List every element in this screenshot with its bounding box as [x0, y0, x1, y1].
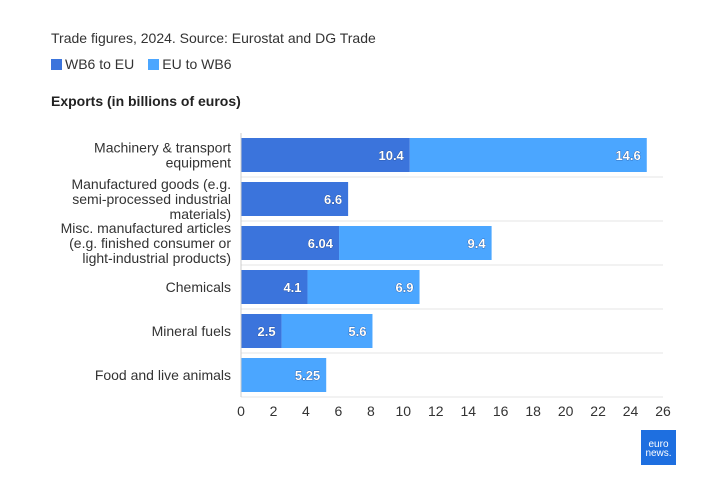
x-tick-label: 6: [334, 403, 342, 419]
data-label: 5.25: [295, 368, 320, 383]
bar-wb6-to-eu: [241, 226, 340, 260]
bar-eu-to-wb6: [281, 314, 373, 348]
data-label: 6.9: [395, 280, 413, 295]
chart-subtitle: Trade figures, 2024. Source: Eurostat an…: [51, 30, 376, 46]
category-label: semi-processed industrial: [72, 191, 231, 207]
x-tick-label: 10: [396, 403, 412, 419]
legend-label: WB6 to EU: [65, 56, 135, 72]
data-label: 2.5: [257, 324, 275, 339]
x-tick-label: 26: [655, 403, 671, 419]
x-tick-label: 12: [428, 403, 444, 419]
bar-wb6-to-eu: [241, 314, 282, 348]
category-label: Food and live animals: [95, 367, 231, 383]
data-label: 10.4: [378, 148, 404, 163]
x-tick-label: 16: [493, 403, 509, 419]
x-tick-label: 8: [367, 403, 375, 419]
legend-item-eu-to-wb6[interactable]: EU to WB6: [148, 56, 232, 72]
x-tick-label: 18: [525, 403, 541, 419]
bar-wb6-to-eu: [241, 182, 349, 216]
legend-item-wb6-to-eu[interactable]: WB6 to EU: [51, 56, 134, 72]
euronews-logo: euro news.: [641, 430, 676, 465]
x-tick-label: 4: [302, 403, 310, 419]
x-tick-label: 24: [623, 403, 639, 419]
x-tick-label: 2: [270, 403, 278, 419]
category-label: Manufactured goods (e.g.: [71, 176, 231, 192]
category-label: Machinery & transport: [94, 140, 231, 156]
category-label: Chemicals: [166, 279, 231, 295]
legend-label: EU to WB6: [162, 56, 232, 72]
legend: WB6 to EU EU to WB6: [51, 56, 232, 72]
category-label: Misc. manufactured articles: [61, 220, 231, 236]
chart-title: Exports (in billions of euros): [51, 93, 241, 109]
data-label: 14.6: [615, 148, 640, 163]
bar-eu-to-wb6: [241, 358, 327, 392]
bar-eu-to-wb6: [339, 226, 492, 260]
data-label: 5.6: [348, 324, 366, 339]
category-label: (e.g. finished consumer or: [69, 235, 231, 251]
category-label: materials): [170, 206, 231, 222]
x-tick-label: 14: [460, 403, 476, 419]
category-label: Mineral fuels: [152, 323, 231, 339]
category-label: light-industrial products): [82, 250, 231, 266]
legend-swatch: [148, 58, 160, 70]
bar-eu-to-wb6: [409, 138, 647, 172]
legend-swatch: [51, 58, 62, 70]
x-tick-label: 22: [590, 403, 606, 419]
data-label: 6.6: [324, 192, 342, 207]
bar-wb6-to-eu: [241, 270, 308, 304]
x-tick-label: 20: [558, 403, 574, 419]
category-label: equipment: [166, 155, 231, 171]
x-tick-label: 0: [237, 403, 245, 419]
bar-wb6-to-eu: [241, 138, 410, 172]
data-label: 9.4: [468, 236, 487, 251]
data-label: 4.1: [283, 280, 301, 295]
bar-eu-to-wb6: [307, 270, 420, 304]
data-label: 6.04: [308, 236, 334, 251]
